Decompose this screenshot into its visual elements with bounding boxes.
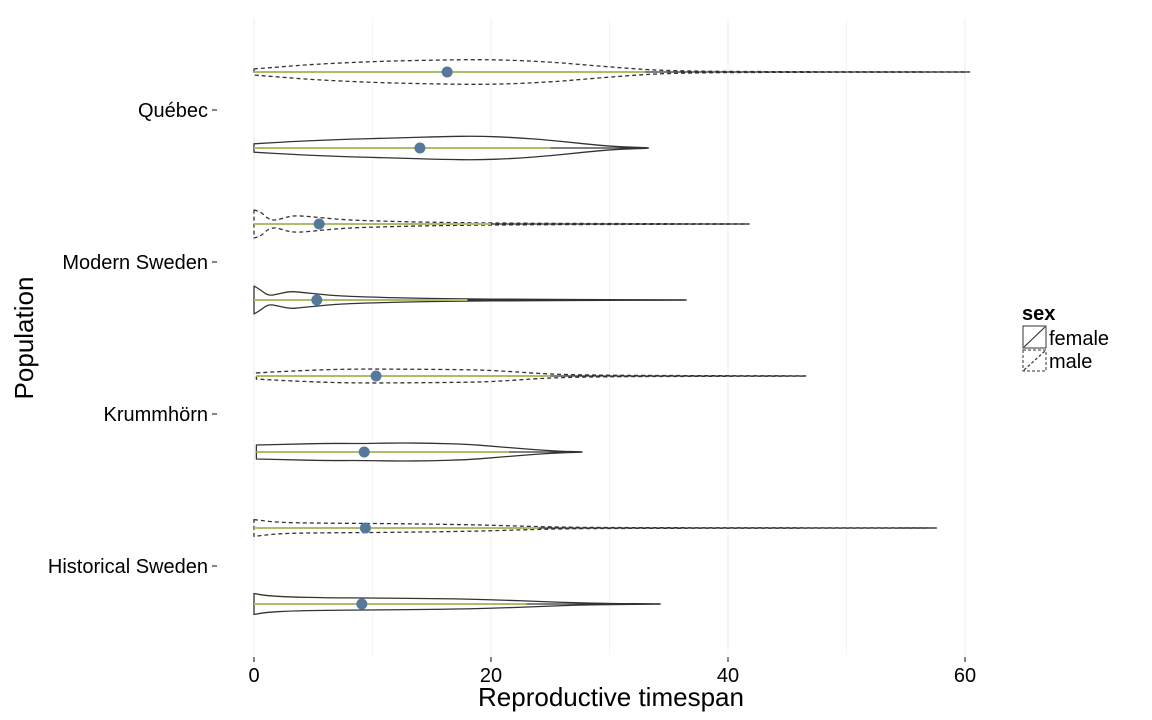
- violin-male: [253, 209, 750, 239]
- mean-point: [311, 294, 323, 306]
- violins: [253, 59, 971, 616]
- mean-point: [359, 522, 371, 534]
- y-tick-label: Krummhörn: [104, 404, 208, 426]
- y-tick-label: Québec: [138, 100, 208, 122]
- x-tick-label: 40: [717, 665, 739, 687]
- legend: sex female male: [1022, 303, 1109, 373]
- violin-female: [253, 285, 688, 315]
- legend-label-female: female: [1049, 328, 1109, 350]
- x-tick-label: 0: [248, 665, 259, 687]
- x-axis: 0 20 40 60: [248, 657, 976, 687]
- x-axis-title: Reproductive timespan: [478, 682, 744, 712]
- violin-female: [253, 135, 650, 161]
- mean-point: [358, 446, 370, 458]
- legend-label-male: male: [1049, 351, 1092, 373]
- legend-title: sex: [1022, 303, 1055, 325]
- mean-point: [414, 142, 426, 154]
- legend-key-female: [1022, 325, 1047, 349]
- violin-female: [255, 442, 583, 462]
- mean-point: [313, 218, 325, 230]
- legend-key-male: [1022, 349, 1047, 372]
- y-tick-label: Modern Sweden: [62, 252, 208, 274]
- x-tick-label: 60: [954, 665, 976, 687]
- mean-point: [356, 598, 368, 610]
- x-tick-label: 20: [480, 665, 502, 687]
- mean-point: [370, 370, 382, 382]
- mean-point: [441, 66, 453, 78]
- y-tick-label: Historical Sweden: [48, 556, 208, 578]
- violin-male: [253, 518, 938, 538]
- violin-male: [253, 59, 971, 85]
- violin-male: [255, 368, 807, 384]
- grid-lines: [253, 18, 966, 655]
- y-axis-title: Population: [9, 277, 39, 400]
- y-axis: Québec Modern Sweden Krummhörn Historical S…: [48, 100, 217, 578]
- violin-female: [253, 592, 662, 616]
